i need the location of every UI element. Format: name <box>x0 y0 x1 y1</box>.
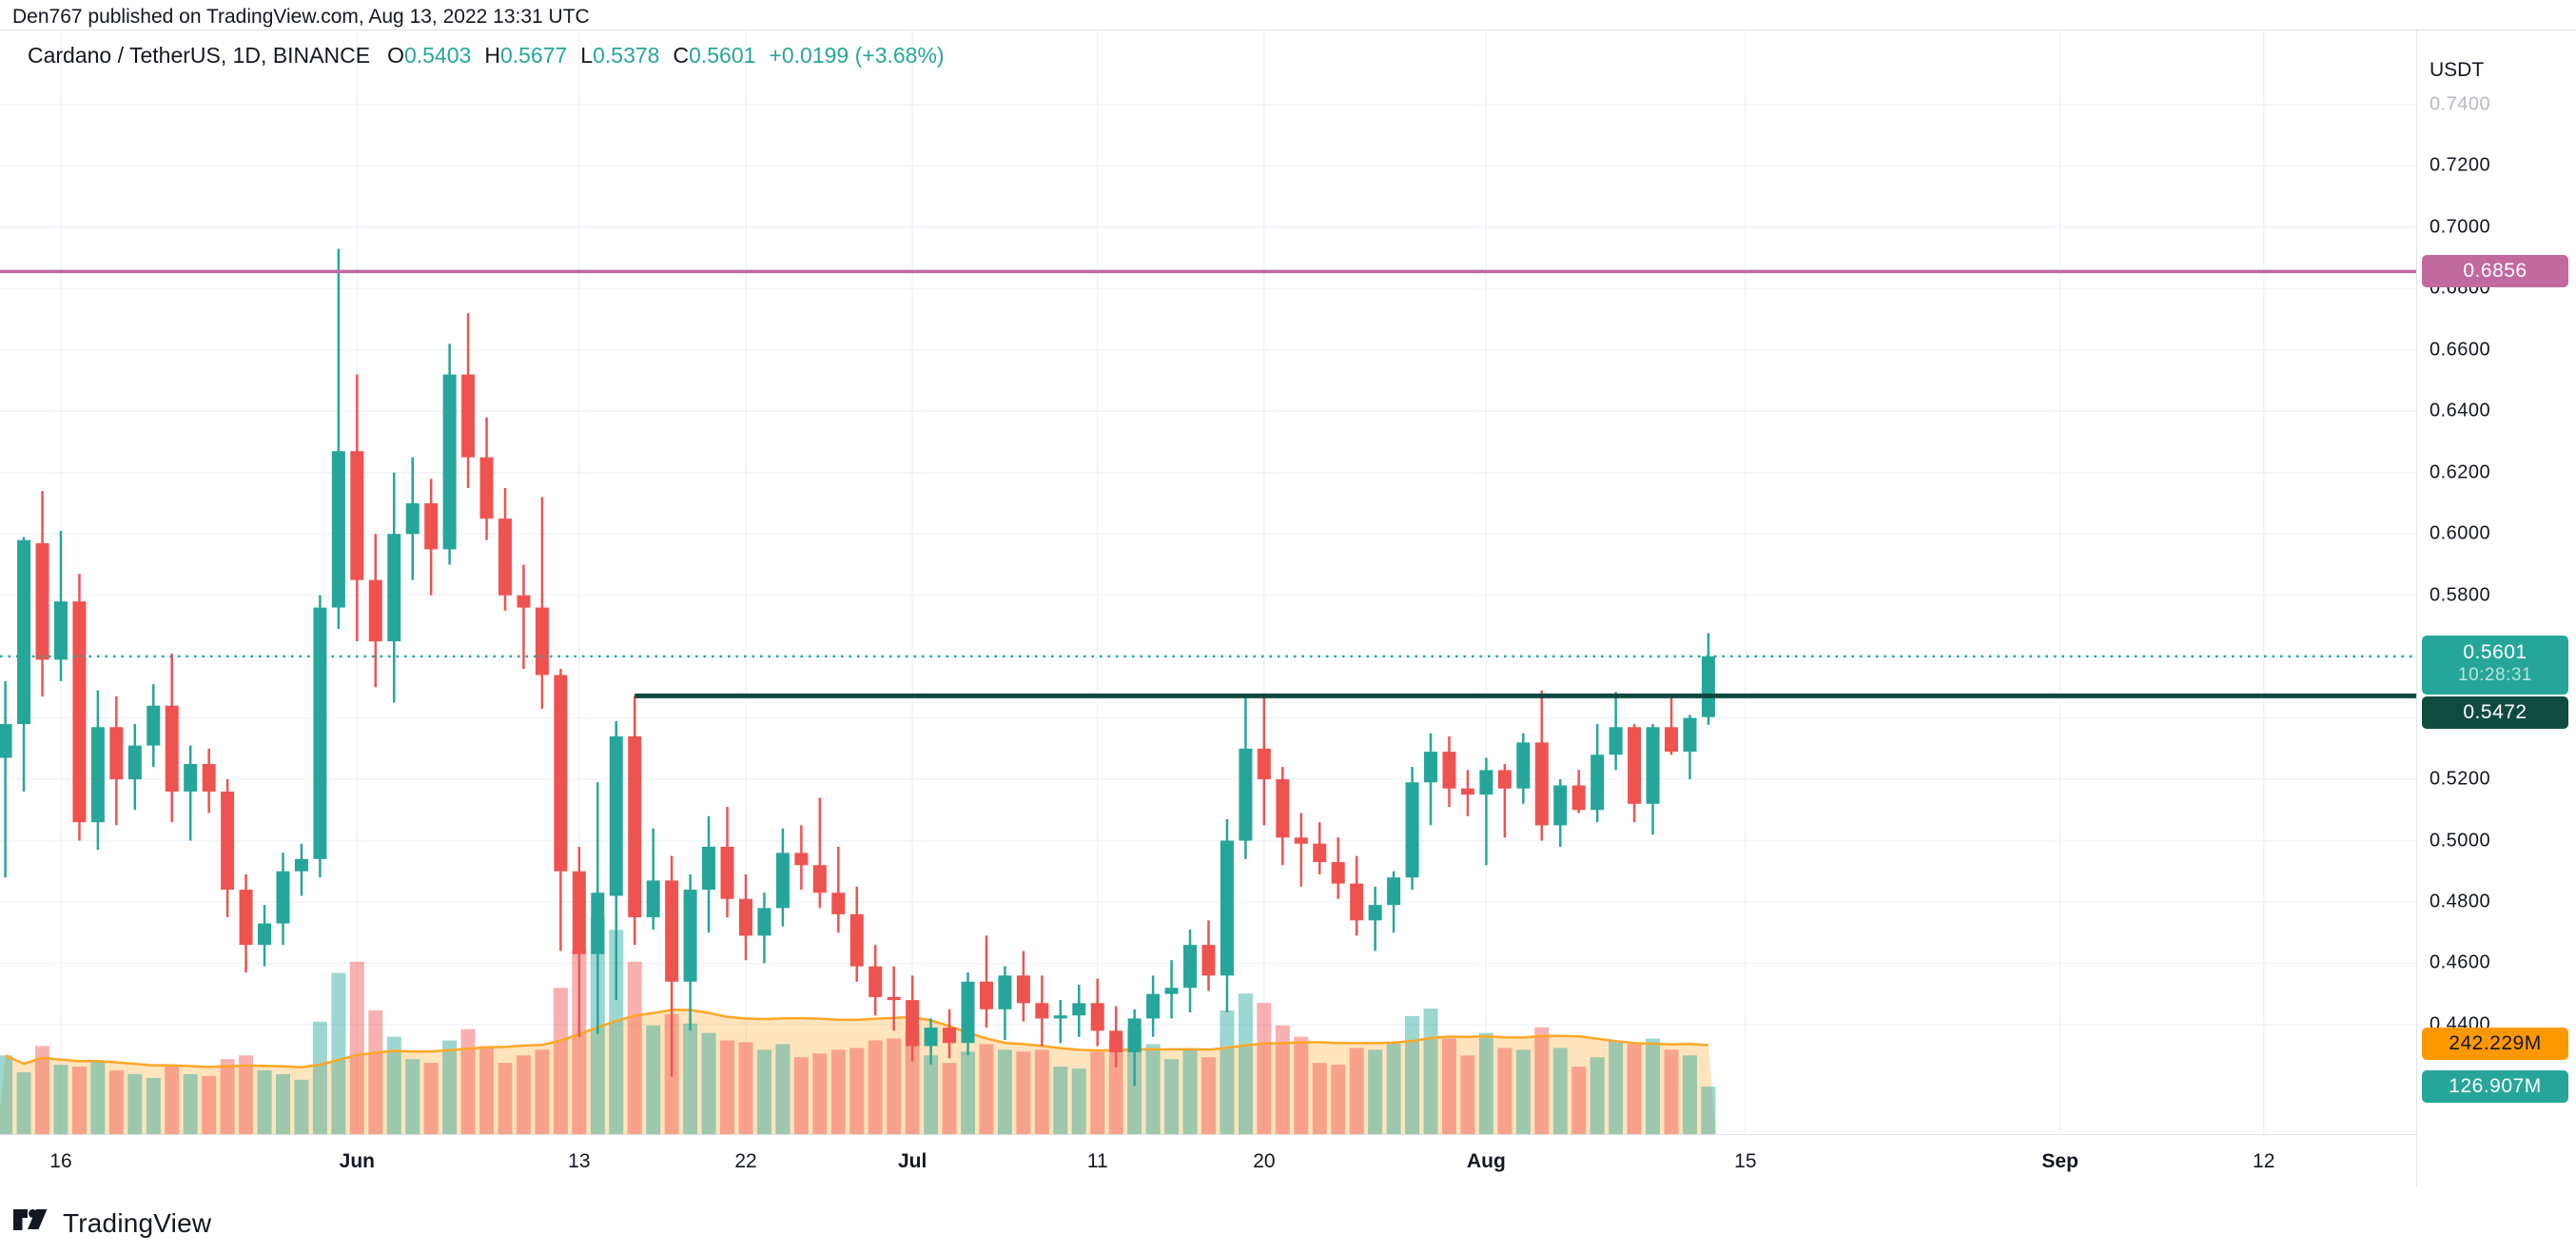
price-tick-label: 0.5000 <box>2430 830 2491 852</box>
last-price-badge: 0.5601 10:28:31 <box>2422 635 2568 695</box>
time-tick-label: 11 <box>1086 1149 1108 1172</box>
ohlc-close-label: C <box>673 43 690 68</box>
price-tick-label: 0.7400 <box>2430 93 2491 115</box>
time-tick-label: 13 <box>568 1149 591 1172</box>
price-tick-label: 0.5800 <box>2430 584 2491 606</box>
time-tick-label: Jun <box>339 1149 375 1172</box>
tradingview-logo[interactable]: TradingView <box>13 1206 211 1241</box>
support-price-badge: 0.5472 <box>2422 696 2568 730</box>
price-tick-label: 0.6200 <box>2430 461 2491 483</box>
time-tick-label: 12 <box>2253 1149 2275 1172</box>
tradingview-wordmark: TradingView <box>63 1208 212 1238</box>
price-tick-label: 0.5200 <box>2430 768 2491 790</box>
ohlc-high-value: 0.5677 <box>499 43 568 68</box>
time-tick-label: Jul <box>897 1149 927 1172</box>
time-axis[interactable]: 16 Jun 13 22 Jul 11 20 Aug 15 Sep 12 <box>0 1134 2576 1187</box>
volume-ma-line <box>5 1009 1708 1068</box>
time-tick-label: Aug <box>1466 1149 1506 1172</box>
price-tick-label: 0.7000 <box>2430 216 2491 238</box>
ohlc-close-value: 0.5601 <box>689 43 756 68</box>
price-axis[interactable]: USDT 0.7400 0.7200 0.7000 0.6800 0.6600 0.640… <box>2416 30 2576 1186</box>
candlestick-plot[interactable] <box>0 30 2416 1134</box>
resistance-price-badge: 0.6856 <box>2422 255 2568 288</box>
ohlc-low-value: 0.5378 <box>593 43 660 68</box>
price-tick-label: 0.6000 <box>2430 522 2491 544</box>
price-axis-currency: USDT <box>2430 59 2485 81</box>
time-tick-label: 22 <box>734 1149 757 1172</box>
volume-badge: 126.907M <box>2422 1069 2568 1103</box>
time-tick-label: 16 <box>49 1149 72 1172</box>
attribution-text: Den767 published on TradingView.com, Aug… <box>12 6 590 28</box>
change-value: +0.0199 (+3.68%) <box>769 43 945 68</box>
volume-ma-area <box>0 1009 1716 1134</box>
ohlc-high-label: H <box>484 43 500 68</box>
symbol-title[interactable]: Cardano / TetherUS, 1D, BINANCE <box>28 43 371 68</box>
price-tick-label: 0.6400 <box>2430 400 2491 421</box>
price-tick-label: 0.4600 <box>2430 951 2491 973</box>
ohlc-open-label: O <box>387 43 404 68</box>
tradingview-mark-icon <box>13 1209 48 1230</box>
time-tick-label: 15 <box>1734 1149 1757 1172</box>
price-tick-label: 0.4800 <box>2430 891 2491 912</box>
chart-legend: Cardano / TetherUS, 1D, BINANCE O0.5403 H0… <box>28 43 945 69</box>
chart-pane[interactable]: Cardano / TetherUS, 1D, BINANCE O0.5403 H0… <box>0 29 2576 1187</box>
price-tick-label: 0.6600 <box>2430 339 2491 361</box>
ohlc-open-value: 0.5403 <box>403 43 472 68</box>
price-tick-label: 0.7200 <box>2430 154 2491 176</box>
time-tick-label: 20 <box>1253 1149 1276 1172</box>
time-tick-label: Sep <box>2041 1149 2078 1172</box>
volume-ma-badge: 242.229M <box>2422 1027 2568 1060</box>
ohlc-low-label: L <box>580 43 594 68</box>
